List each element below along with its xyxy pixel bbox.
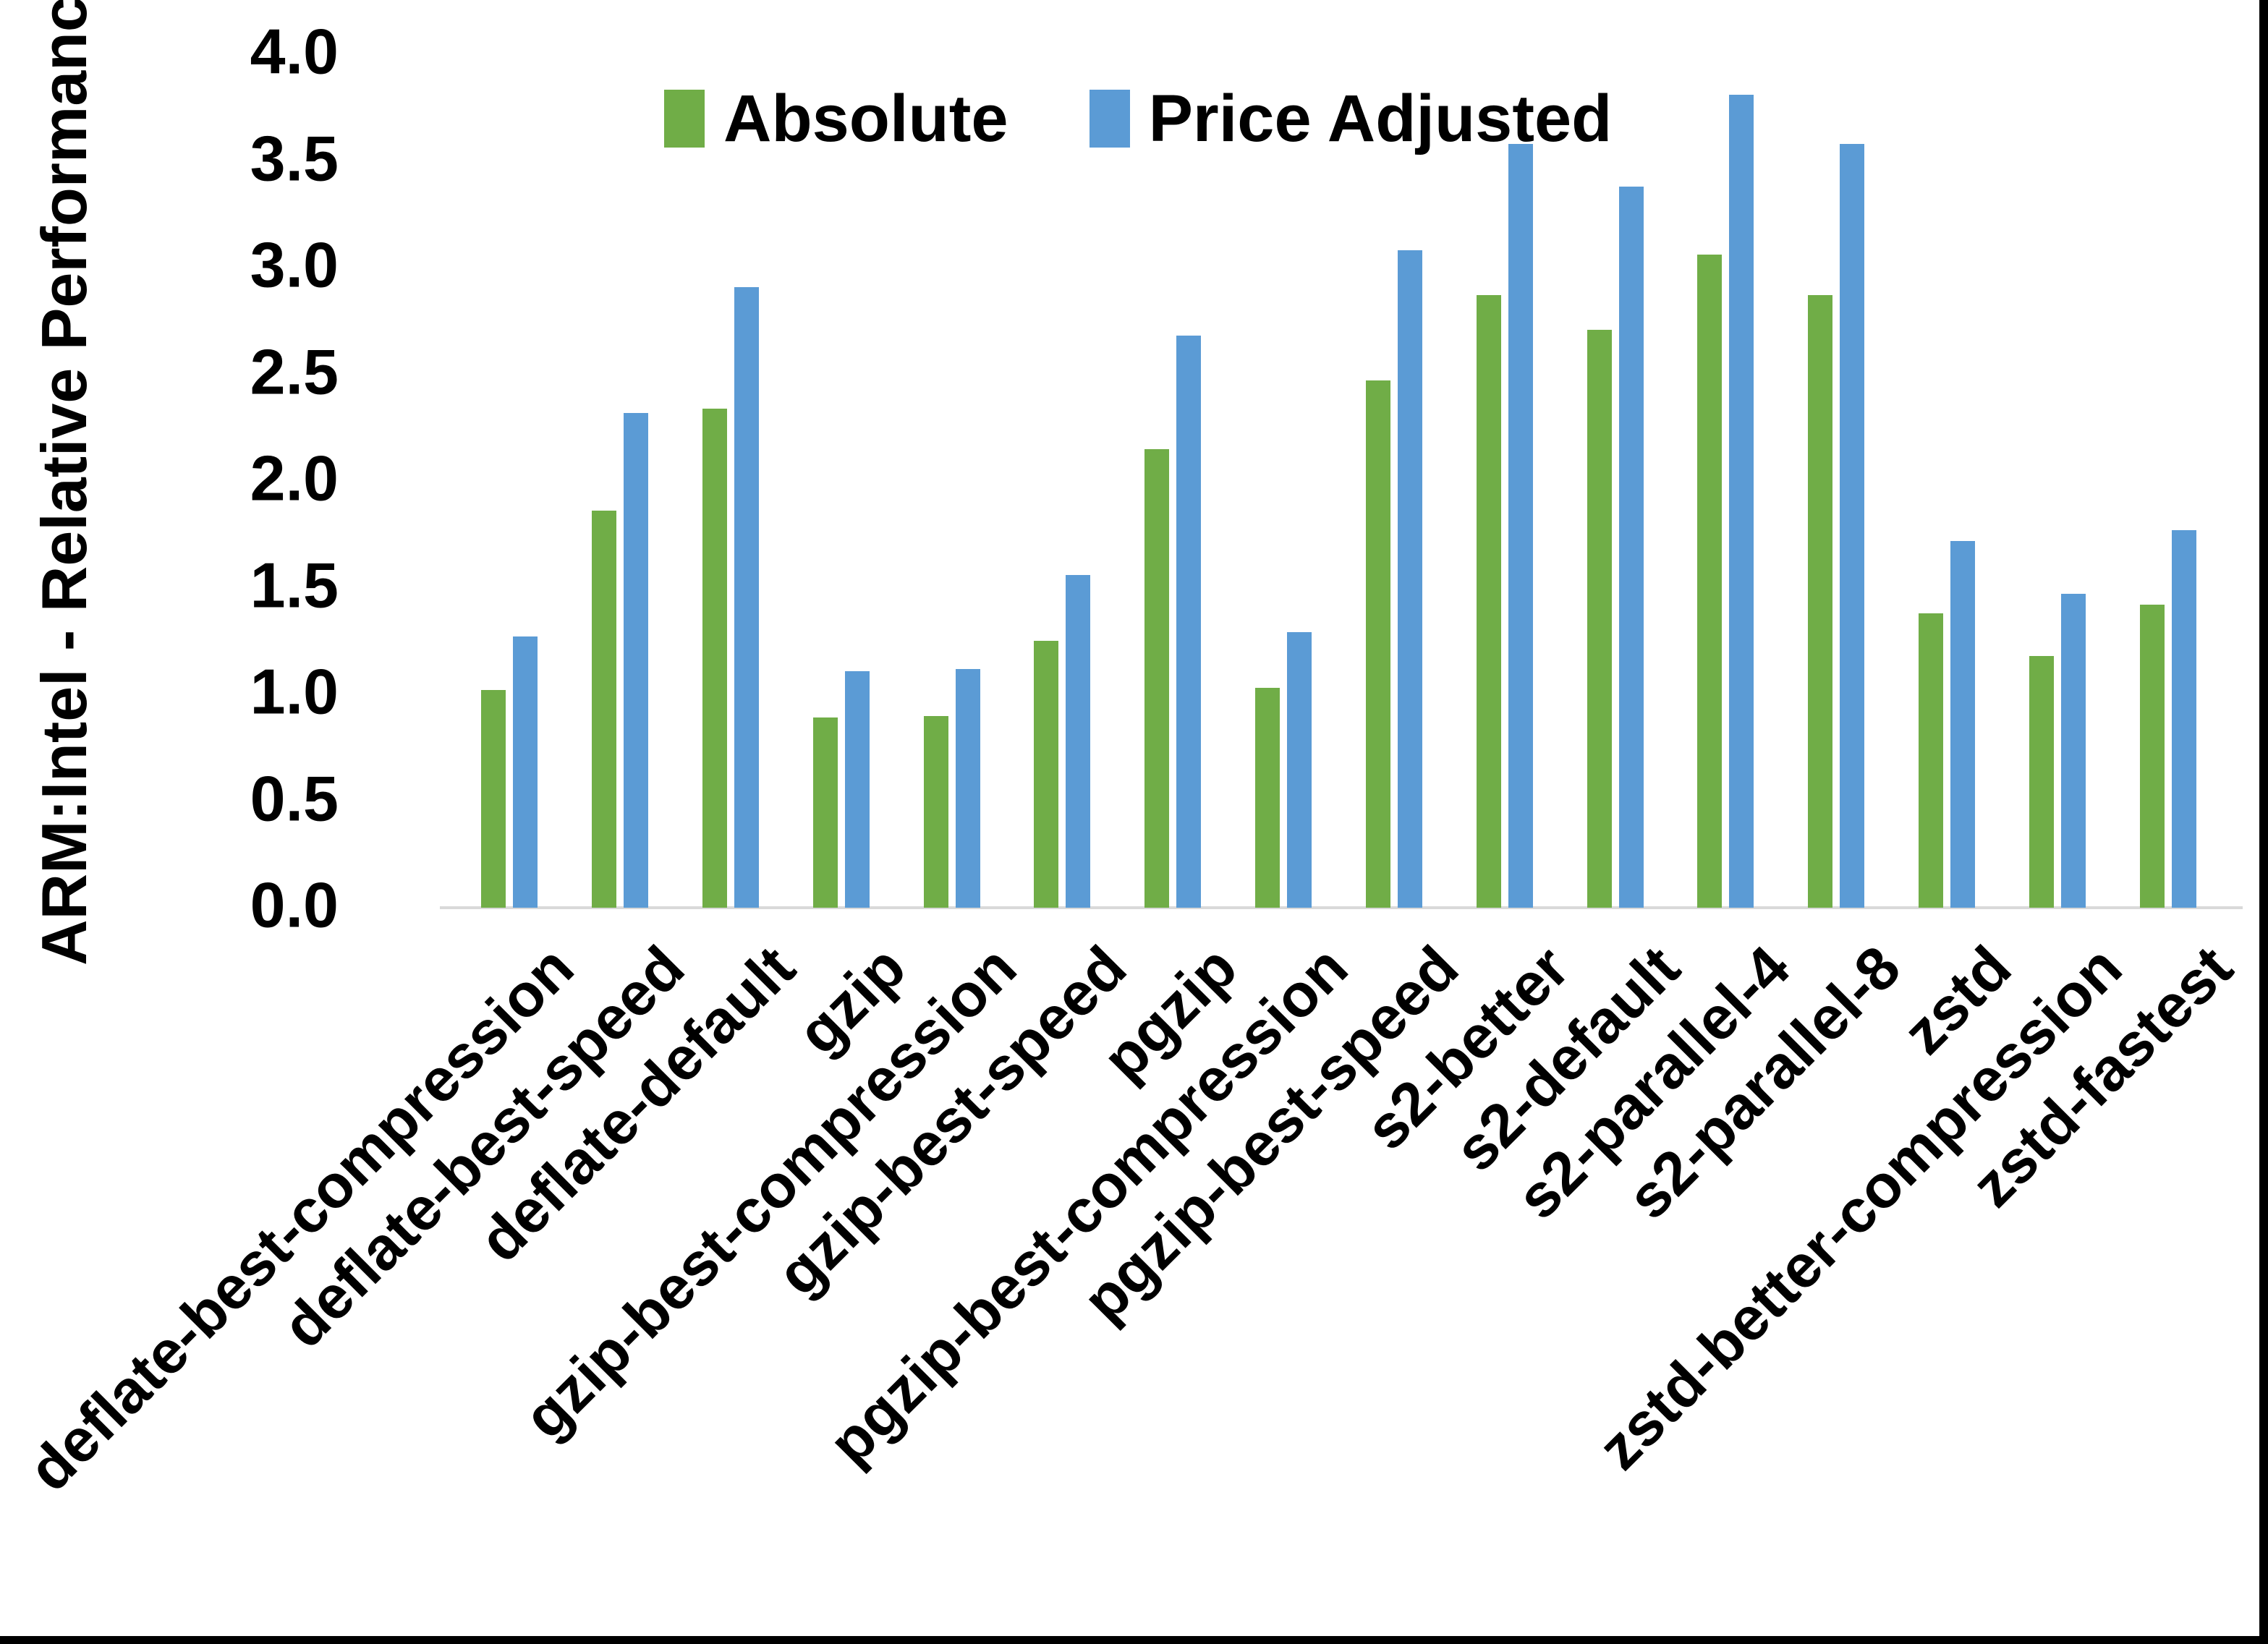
bar-price-adjusted-gzip-best-compression [955,668,980,908]
bar-price-adjusted-s2-parallel-8 [1840,143,1865,908]
bar-price-adjusted-gzip-best-speed [1066,574,1091,908]
bar-absolute-gzip-best-compression [923,715,948,908]
bar-price-adjusted-s2-better [1508,143,1533,908]
category-column [1007,54,1118,908]
y-tick-label: 1.5 [250,548,339,621]
bar-absolute-deflate-best-compression [481,690,506,908]
bar-absolute-s2-better [1476,295,1501,908]
bar-price-adjusted-zstd-better-compression [2060,594,2086,908]
y-tick-label: 3.0 [250,229,339,301]
bar-absolute-pgzip-best-compression [1255,688,1280,908]
bar-absolute-s2-default [1587,329,1612,908]
legend-item: Absolute [664,85,1008,152]
category-column [1228,54,1339,908]
bar-price-adjusted-pgzip [1176,336,1202,908]
bar-price-adjusted-gzip [844,670,870,908]
bar-price-adjusted-deflate-best-speed [624,412,649,908]
bar-absolute-s2-parallel-4 [1697,255,1723,908]
bar-absolute-s2-parallel-8 [1808,295,1833,908]
y-tick-label: 4.0 [250,15,339,88]
right-edge-border [2259,0,2268,1644]
category-column [565,54,676,908]
y-tick-label: 2.0 [250,442,339,514]
category-column [1892,54,2002,908]
bar-absolute-zstd-fastest [2139,605,2165,908]
category-column [1670,54,1781,908]
bar-absolute-deflate-default [702,408,728,908]
bar-absolute-pgzip-best-speed [1365,380,1390,908]
bar-absolute-gzip-best-speed [1034,641,1059,908]
y-tick-label: 3.5 [250,122,339,194]
bar-price-adjusted-s2-default [1618,186,1644,908]
bar-absolute-zstd [1918,613,1943,908]
bar-price-adjusted-s2-parallel-4 [1729,95,1754,908]
category-column [1449,54,1560,908]
category-column [676,54,786,908]
bar-price-adjusted-pgzip-best-compression [1287,632,1312,908]
chart-legend: Absolute Price Adjusted [664,85,1612,152]
bar-price-adjusted-zstd [1950,540,1975,908]
category-column [896,54,1007,908]
y-tick-label: 1.0 [250,655,339,728]
bar-price-adjusted-pgzip-best-speed [1397,250,1422,908]
category-column [2002,54,2112,908]
category-column [1339,54,1450,908]
category-column [1560,54,1670,908]
legend-item: Price Adjusted [1089,82,1613,156]
category-column [454,54,565,908]
bottom-edge-border [0,1636,2268,1644]
x-axis-line [440,906,2243,909]
bar-price-adjusted-deflate-best-compression [513,636,538,908]
bar-absolute-zstd-better-compression [2029,655,2054,908]
legend-label: Price Adjusted [1148,82,1613,156]
legend-swatch [664,90,705,148]
category-column [1781,54,1892,908]
plot-area [454,54,2223,908]
y-tick-label: 2.5 [250,335,339,407]
category-column [1118,54,1228,908]
legend-label: Absolute [723,82,1008,156]
bar-absolute-deflate-best-speed [592,511,617,908]
bar-series-container [454,54,2223,908]
bar-absolute-gzip [812,717,838,908]
bar-price-adjusted-deflate-default [734,286,760,908]
bar-price-adjusted-zstd-fastest [2171,529,2196,908]
bar-absolute-pgzip [1144,448,1170,908]
y-tick-label: 0.0 [250,869,339,941]
category-column [2112,54,2223,908]
legend-swatch [1089,90,1130,148]
y-tick-label: 0.5 [250,762,339,834]
category-column [786,54,896,908]
